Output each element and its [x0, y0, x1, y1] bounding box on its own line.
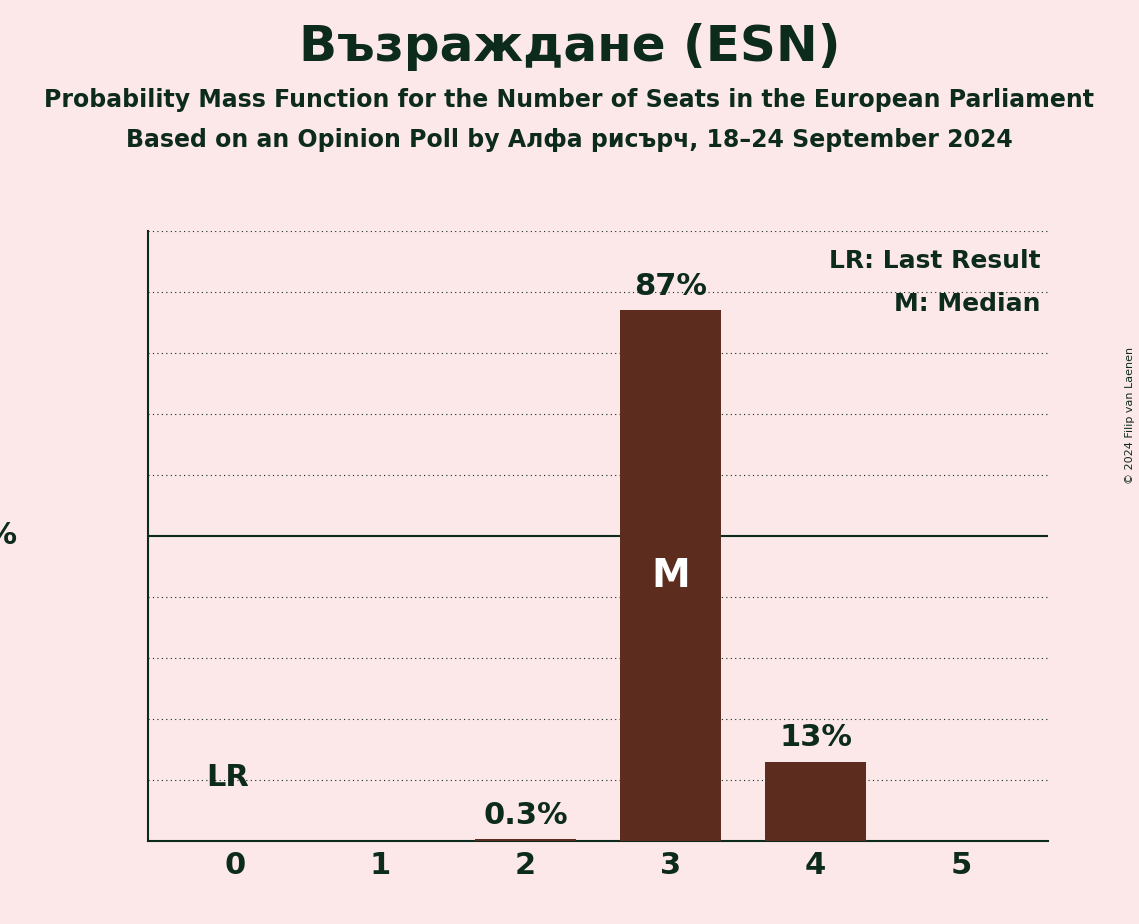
Text: LR: LR [206, 763, 249, 792]
Bar [765, 761, 867, 841]
Text: 50%: 50% [0, 521, 17, 551]
Text: 0.3%: 0.3% [483, 801, 567, 830]
Text: M: M [652, 556, 690, 594]
Bar [475, 839, 576, 841]
Bar [620, 310, 721, 841]
Text: Based on an Opinion Poll by Алфа рисърч, 18–24 September 2024: Based on an Opinion Poll by Алфа рисърч,… [126, 128, 1013, 152]
Text: © 2024 Filip van Laenen: © 2024 Filip van Laenen [1125, 347, 1134, 484]
Text: Probability Mass Function for the Number of Seats in the European Parliament: Probability Mass Function for the Number… [44, 88, 1095, 112]
Text: LR: Last Result: LR: Last Result [829, 249, 1041, 274]
Text: Възраждане (ESN): Възраждане (ESN) [298, 23, 841, 71]
Text: 13%: 13% [779, 723, 852, 752]
Text: M: Median: M: Median [894, 292, 1041, 316]
Text: 87%: 87% [634, 273, 707, 301]
